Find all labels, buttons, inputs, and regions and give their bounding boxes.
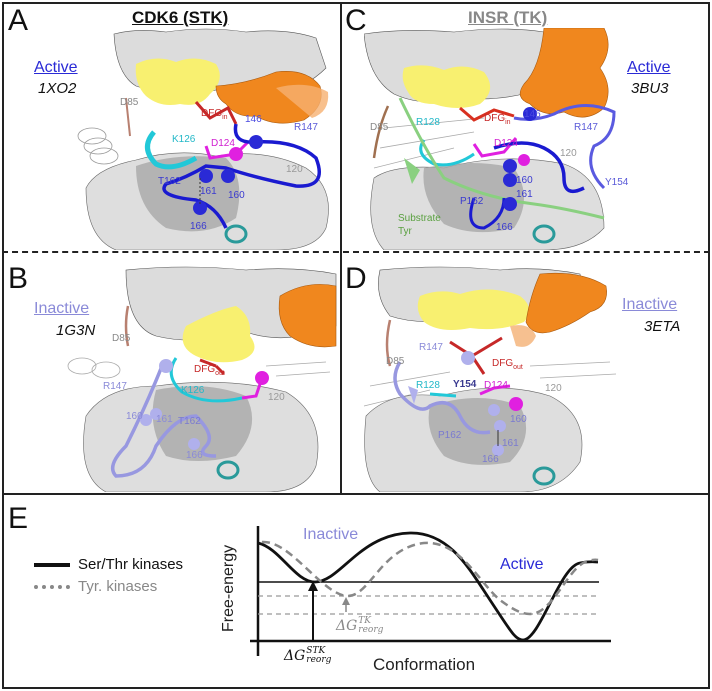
residue-label-166: 166 [190,221,207,232]
residue-label-r128: R128 [416,380,440,391]
residue-label-d85: D85 [112,333,131,344]
legend-ser-thr: Ser/Thr kinases [34,556,183,573]
residue-label-r147: R147 [574,122,598,133]
insr-column-title: INSR (TK) [468,8,548,27]
residue-label-dfg-in: DFGin [201,108,228,121]
delta-g-stk-sub: reorg [306,655,332,665]
panel-e-divider [2,493,710,495]
delta-g-tk-base: ΔG [336,618,358,634]
delta-g-stk-sup: STK [306,646,326,656]
dfg-subscript: in [505,119,511,126]
residue-label-146: 146 [524,109,541,120]
residue-label-dfg-out: DFGout [492,358,523,371]
panel-letter-d: D [345,262,367,295]
panel-a-pdb-id: 1XO2 [38,80,77,97]
residue-label-t162: T162 [158,176,181,187]
residue-label-160: 160 [126,411,143,422]
residue-label-161: 161 [156,414,173,425]
panel-b-structure [67,266,337,492]
residue-label-120: 120 [545,383,562,394]
legend-dotted-line-icon [34,584,70,589]
dfg-subscript: out [513,364,523,371]
dfg-text: DFG [194,364,216,375]
active-inactive-divider [2,251,710,253]
legend-tyr-label: Tyr. kinases [78,578,158,595]
dfg-text: DFG [201,108,223,119]
residue-label-d124: D124 [494,138,518,149]
legend-ser-thr-label: Ser/Thr kinases [78,556,184,573]
residue-label-d85: D85 [370,122,389,133]
residue-label-t162: T162 [178,416,201,427]
panel-a-state: Active [34,59,78,76]
residue-label-d124: D124 [211,138,235,149]
residue-label-r147: R147 [103,381,127,392]
residue-label-dfg-in: DFGin [484,113,511,126]
residue-label-y154: Y154 [453,379,477,390]
delta-g-tk-sup: TK [358,616,372,626]
residue-label-166: 166 [482,454,499,465]
panel-a-structure [77,28,329,250]
delta-g-tk-sub: reorg [358,625,384,635]
residue-label-120: 120 [268,392,285,403]
residue-label-160: 160 [228,190,245,201]
panel-b-pdb-id: 1G3N [56,322,96,339]
delta-g-tk-label: ΔG TK reorg [336,617,383,635]
panel-letter-b: B [8,262,29,295]
residue-label-d85: D85 [120,97,139,108]
residue-label-substrate: Substrate [398,213,441,224]
residue-label-166: 166 [186,450,203,461]
residue-label-166: 166 [496,222,513,233]
delta-g-stk-label: ΔG STK reorg [284,647,331,665]
residue-label-160: 160 [516,175,533,186]
residue-label-120: 120 [286,164,303,175]
y-axis-label: Free-energy [220,544,237,632]
panel-d-state: Inactive [622,296,678,313]
panel-letter-a: A [8,4,29,37]
cdk6-column-title: CDK6 (STK) [132,8,229,27]
residue-label-161: 161 [516,189,533,200]
residue-label-160: 160 [510,414,527,425]
dfg-subscript: in [222,114,228,121]
residue-label-dfg-out: DFGout [194,364,225,377]
residue-label-d124: D124 [484,380,508,391]
panel-c-structure [364,28,616,250]
panel-letter-e: E [8,502,29,535]
residue-label-r147: R147 [294,122,318,133]
residue-label-k126: K126 [181,385,205,396]
x-axis-label: Conformation [373,655,476,674]
residue-label-161: 161 [200,186,217,197]
panel-d-pdb-id: 3ETA [644,318,681,335]
panel-b-state: Inactive [34,300,90,317]
legend-solid-line-icon [34,562,70,567]
dfg-text: DFG [484,113,506,124]
active-state-label: Active [500,556,544,573]
residue-label-r128: R128 [416,117,440,128]
residue-label-161: 161 [502,438,519,449]
inactive-state-label: Inactive [303,526,359,543]
residue-label-k126: K126 [172,134,196,145]
panel-d-structure [363,266,617,492]
column-divider [340,2,342,494]
delta-g-stk-base: ΔG [284,648,306,664]
panel-c-state: Active [627,59,671,76]
residue-label-146: 146 [245,114,262,125]
panel-letter-c: C [345,4,367,37]
residue-label-p162: P162 [460,196,484,207]
legend-tyr: Tyr. kinases [34,578,157,595]
dfg-subscript: out [215,370,225,377]
residue-label-substrate-tyr: Tyr [398,226,412,237]
residue-label-r147: R147 [419,342,443,353]
residue-label-p162: P162 [438,430,462,441]
residue-label-d85: D85 [386,356,405,367]
dfg-text: DFG [492,358,514,369]
residue-label-y154: Y154 [605,177,629,188]
panel-c-pdb-id: 3BU3 [631,80,669,97]
residue-label-120: 120 [560,148,577,159]
